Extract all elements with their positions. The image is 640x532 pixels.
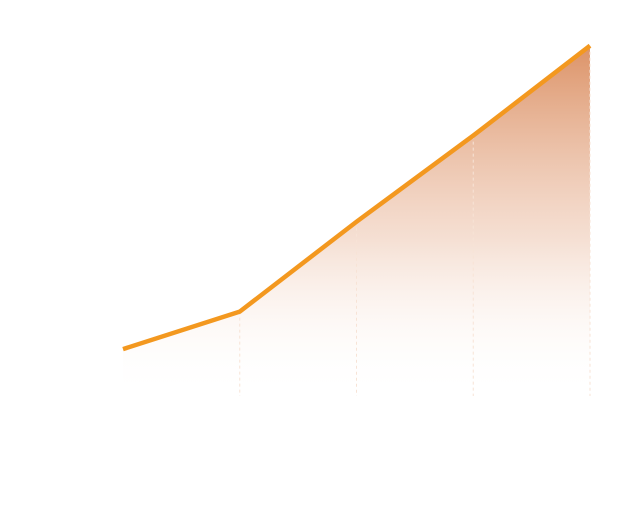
area-layer [123, 45, 590, 396]
line-layer [122, 43, 592, 352]
area-fill-series-1 [123, 45, 590, 396]
series-line-1 [122, 43, 592, 352]
divider-layer [239, 45, 591, 396]
